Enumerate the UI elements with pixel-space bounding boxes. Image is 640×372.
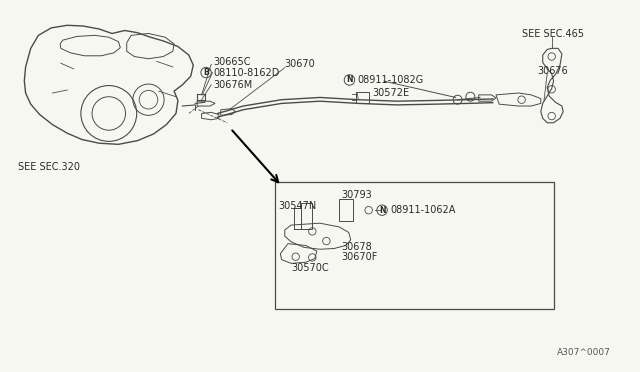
Bar (275, 182, 554, 309)
Text: 30570C: 30570C (291, 263, 329, 273)
Circle shape (201, 67, 211, 78)
Text: 30670: 30670 (284, 59, 315, 69)
Text: 30676: 30676 (538, 67, 568, 76)
Text: SEE SEC.465: SEE SEC.465 (522, 29, 584, 39)
Text: 30572E: 30572E (372, 88, 410, 98)
Text: 30676M: 30676M (213, 80, 252, 90)
Text: B: B (204, 68, 209, 77)
Circle shape (377, 205, 387, 215)
Text: A307^0007: A307^0007 (557, 348, 611, 357)
Text: 08911-1082G: 08911-1082G (357, 75, 424, 85)
Bar (301, 203, 312, 229)
Text: 30678: 30678 (342, 243, 372, 252)
Circle shape (344, 75, 355, 85)
Text: 30547N: 30547N (278, 202, 317, 211)
Text: 08110-8162D: 08110-8162D (213, 68, 280, 77)
Text: 30670F: 30670F (342, 252, 378, 262)
Text: SEE SEC.320: SEE SEC.320 (18, 162, 80, 171)
Text: 30665C: 30665C (213, 58, 251, 67)
Bar (339, 199, 353, 221)
Text: 30793: 30793 (342, 190, 372, 200)
Text: 08911-1062A: 08911-1062A (390, 205, 456, 215)
Text: N: N (379, 206, 385, 215)
Text: N: N (346, 76, 353, 84)
